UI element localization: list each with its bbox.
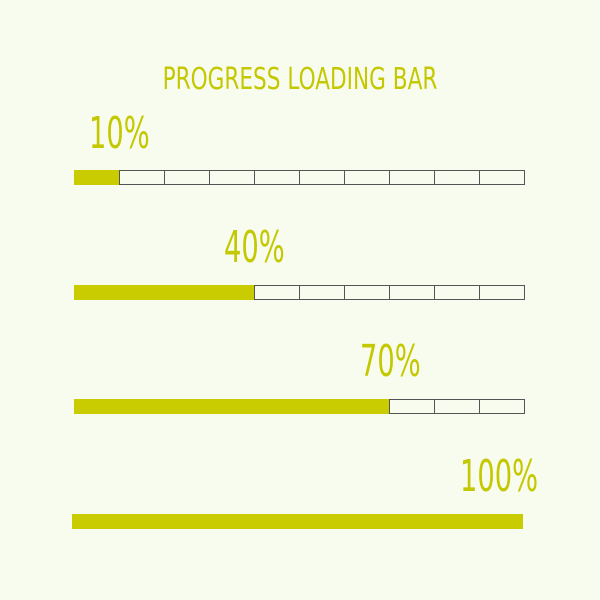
progress-segment xyxy=(434,170,480,185)
page-title: PROGRESS LOADING BAR xyxy=(162,62,438,97)
progress-label: 70% xyxy=(359,336,421,387)
progress-segment xyxy=(479,285,525,300)
progress-segment xyxy=(164,170,210,185)
progress-bar xyxy=(74,285,525,300)
progress-label: 40% xyxy=(224,222,285,273)
progress-segment xyxy=(209,170,255,185)
progress-label: 100% xyxy=(459,451,538,502)
progress-segment xyxy=(479,170,525,185)
progress-segment xyxy=(254,170,300,185)
progress-fill xyxy=(72,514,523,529)
progress-fill xyxy=(74,399,390,414)
progress-bar xyxy=(74,399,525,414)
progress-segment xyxy=(299,170,345,185)
progress-segment xyxy=(344,170,390,185)
progress-segment xyxy=(299,285,345,300)
progress-segment xyxy=(389,285,435,300)
progress-bar xyxy=(72,514,523,529)
progress-segment xyxy=(344,285,390,300)
progress-fill xyxy=(74,285,255,300)
progress-fill xyxy=(74,170,120,185)
progress-segment xyxy=(389,399,435,414)
progress-bar xyxy=(74,170,525,185)
progress-segment xyxy=(254,285,300,300)
progress-segment xyxy=(479,399,525,414)
progress-label: 10% xyxy=(89,108,150,159)
progress-segment xyxy=(389,170,435,185)
progress-segment xyxy=(119,170,165,185)
progress-segment xyxy=(434,399,480,414)
progress-segment xyxy=(434,285,480,300)
